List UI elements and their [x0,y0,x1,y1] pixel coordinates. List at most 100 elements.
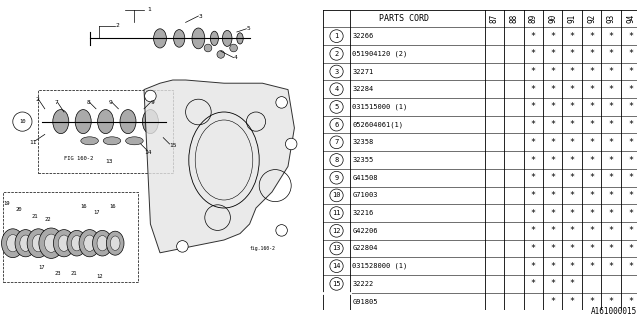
Text: 92: 92 [587,14,596,23]
Text: *: * [570,32,575,41]
Text: 051904120 (2): 051904120 (2) [353,51,408,57]
Text: *: * [609,244,614,253]
Ellipse shape [97,236,108,251]
Text: *: * [570,120,575,129]
Text: 32266: 32266 [353,33,374,39]
Ellipse shape [20,235,31,252]
Text: 14: 14 [332,263,340,269]
Text: *: * [550,102,556,111]
Text: *: * [628,32,633,41]
Text: 5: 5 [335,104,339,110]
Text: *: * [609,32,614,41]
Text: *: * [550,138,556,147]
Text: *: * [628,244,633,253]
Text: *: * [609,49,614,58]
Ellipse shape [125,137,143,145]
Text: 9: 9 [335,175,339,181]
Text: *: * [570,262,575,271]
Text: *: * [550,226,556,235]
Text: *: * [531,67,536,76]
Ellipse shape [93,230,112,256]
Text: 2: 2 [335,51,339,57]
Text: *: * [589,85,594,94]
Text: *: * [550,156,556,164]
Text: *: * [550,173,556,182]
Circle shape [276,97,287,108]
Text: 14: 14 [144,149,152,155]
Text: *: * [570,191,575,200]
Text: *: * [570,297,575,306]
Text: *: * [628,173,633,182]
Text: *: * [628,120,633,129]
Text: A161000015: A161000015 [591,307,637,316]
Text: *: * [628,102,633,111]
Ellipse shape [1,229,24,258]
Text: *: * [570,85,575,94]
Text: *: * [589,262,594,271]
Text: 94: 94 [626,14,635,23]
Text: 32271: 32271 [353,68,374,75]
Text: 5: 5 [246,26,250,31]
Ellipse shape [192,28,205,49]
Text: *: * [570,279,575,288]
Text: 32358: 32358 [353,139,374,145]
Text: 19: 19 [3,201,10,206]
Text: *: * [531,262,536,271]
Text: *: * [609,67,614,76]
Text: 12: 12 [332,228,340,234]
Text: *: * [531,244,536,253]
Ellipse shape [27,229,50,258]
Circle shape [217,51,225,58]
Text: 93: 93 [607,14,616,23]
Text: 89: 89 [529,14,538,23]
Text: 031515000 (1): 031515000 (1) [353,104,408,110]
Text: G42206: G42206 [353,228,378,234]
Ellipse shape [32,235,45,252]
Text: *: * [531,138,536,147]
Polygon shape [144,80,294,253]
Text: *: * [570,102,575,111]
Text: 7: 7 [335,139,339,145]
Text: *: * [589,173,594,182]
Circle shape [276,225,287,236]
Text: *: * [531,226,536,235]
Text: *: * [609,226,614,235]
Text: *: * [531,102,536,111]
Ellipse shape [142,109,158,134]
Text: 88: 88 [509,14,518,23]
Text: 15: 15 [170,143,177,148]
Text: *: * [550,262,556,271]
Text: 2: 2 [35,97,39,102]
Text: 052604061(1): 052604061(1) [353,121,403,128]
Text: 9: 9 [150,100,154,105]
Text: *: * [628,191,633,200]
Ellipse shape [54,230,74,257]
Text: 32222: 32222 [353,281,374,287]
Text: *: * [570,138,575,147]
Ellipse shape [120,109,136,134]
Text: 6: 6 [335,122,339,128]
Text: 32284: 32284 [353,86,374,92]
Ellipse shape [211,31,218,45]
Ellipse shape [223,30,232,46]
Text: 3: 3 [335,68,339,75]
Text: 4: 4 [234,55,237,60]
Text: *: * [589,244,594,253]
Text: *: * [609,102,614,111]
Text: 17: 17 [38,265,45,270]
Text: *: * [570,173,575,182]
Text: *: * [589,102,594,111]
Text: *: * [550,32,556,41]
Text: 1: 1 [335,33,339,39]
Text: *: * [550,191,556,200]
Text: *: * [609,297,614,306]
Text: *: * [531,85,536,94]
Text: 21: 21 [70,271,77,276]
Text: *: * [570,67,575,76]
Ellipse shape [15,230,36,257]
Text: *: * [609,209,614,218]
Text: 20: 20 [16,207,22,212]
Text: *: * [609,85,614,94]
Text: G71003: G71003 [353,192,378,198]
Ellipse shape [39,228,63,259]
